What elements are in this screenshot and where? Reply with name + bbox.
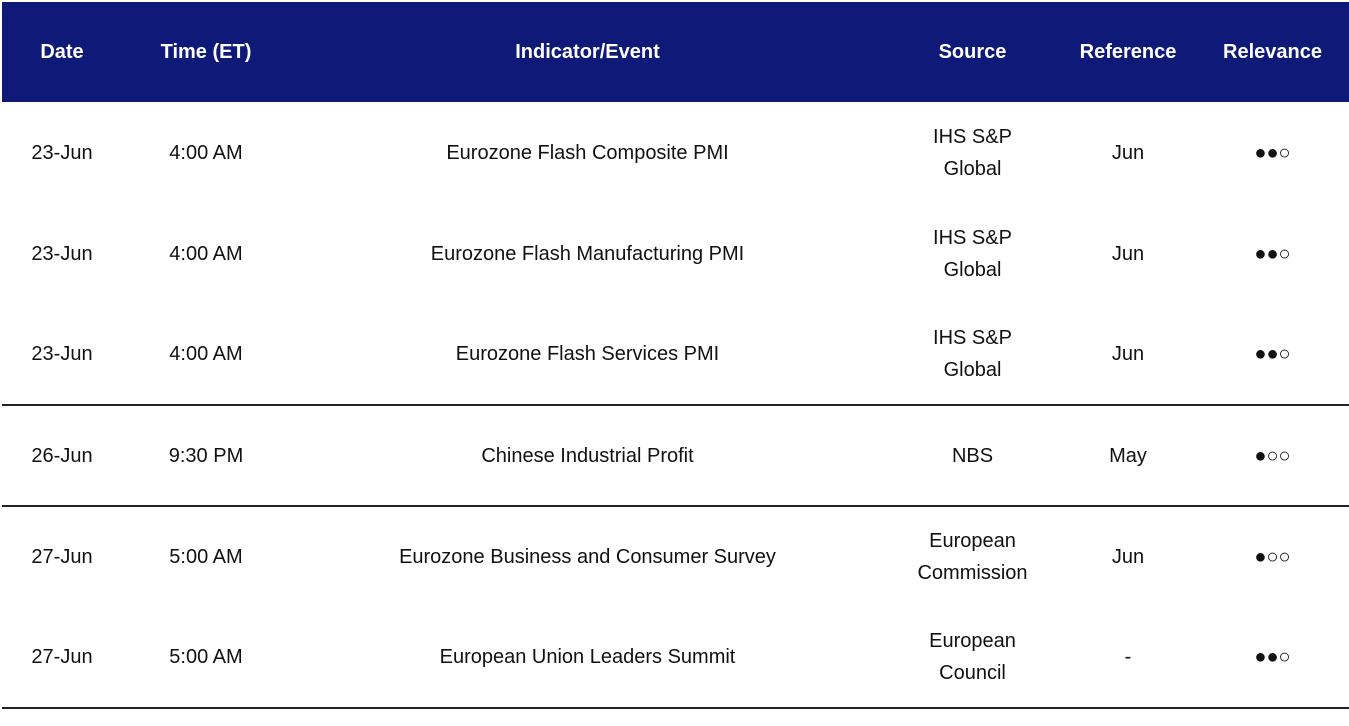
calendar-table: Date Time (ET) Indicator/Event Source Refere… [2, 2, 1349, 709]
table-header: Date Time (ET) Indicator/Event Source Refere… [2, 2, 1349, 102]
relevance-cell: ●●○ [1254, 141, 1291, 164]
event-cell: European Union Leaders Summit [290, 607, 885, 709]
time-cell: 4:00 AM [122, 304, 290, 406]
event-cell: Eurozone Flash Manufacturing PMI [430, 242, 745, 265]
reference-cell: May [1060, 405, 1196, 507]
source-cell: NBS [885, 405, 1060, 507]
event-row: 27-Jun 5:00 AM Eurozone Business and Consu… [2, 506, 1349, 607]
time-cell: 9:30 PM [122, 405, 290, 507]
source-cell: IHS S&P Global [933, 226, 1012, 281]
event-cell: Eurozone Flash Services PMI [290, 304, 885, 406]
event-row: 23-Jun 4:00 AM Eurozone Flash Composite PM… [2, 102, 1349, 203]
column-header: Date [2, 2, 122, 102]
event-row: 27-Jun 5:00 AM European Union Leaders Summ… [2, 607, 1349, 709]
source-cell: European Commission [917, 530, 1028, 584]
header-row: Date Time (ET) Indicator/Event Source Refere… [2, 2, 1349, 102]
column-header: Indicator/Event [290, 2, 885, 102]
relevance-cell: ●●○ [1196, 304, 1349, 406]
time-cell: 4:00 AM [169, 141, 243, 164]
date-cell: 23-Jun [31, 141, 93, 164]
reference-cell: - [1060, 607, 1196, 709]
date-cell: 23-Jun [2, 304, 122, 406]
relevance-cell: ●●○ [1196, 607, 1349, 709]
date-cell: 27-Jun [31, 546, 93, 568]
source-cell: IHS S&P Global [933, 125, 1012, 180]
date-cell: 27-Jun [2, 607, 122, 709]
time-cell: 5:00 AM [122, 607, 290, 709]
reference-cell: Jun [1111, 141, 1145, 164]
source-cell: IHS S&P Global [885, 304, 1060, 406]
event-cell: Chinese Industrial Profit [290, 405, 885, 507]
source-cell: European Council [885, 607, 1060, 709]
column-header: Source [885, 2, 1060, 102]
event-cell: Eurozone Business and Consumer Survey [399, 546, 776, 568]
event-row: 26-Jun 9:30 PM Chinese Industrial Profit NB… [2, 405, 1349, 507]
event-row: 23-Jun 4:00 AM Eurozone Flash Manufacturin… [2, 203, 1349, 304]
date-cell: 26-Jun [2, 405, 122, 507]
reference-cell: Jun [1060, 304, 1196, 406]
column-header: Reference [1060, 2, 1196, 102]
date-cell: 23-Jun [31, 242, 93, 265]
time-cell: 4:00 AM [169, 242, 243, 265]
reference-cell: Jun [1111, 546, 1145, 568]
time-cell: 5:00 AM [169, 546, 243, 568]
relevance-cell: ●○○ [1196, 405, 1349, 507]
column-header: Relevance [1196, 2, 1349, 102]
relevance-cell: ●○○ [1254, 546, 1291, 568]
table-body: 23-Jun 4:00 AM Eurozone Flash Composite PM… [2, 102, 1349, 709]
relevance-cell: ●●○ [1254, 242, 1291, 265]
reference-cell: Jun [1111, 242, 1145, 265]
event-cell: Eurozone Flash Composite PMI [446, 141, 729, 164]
column-header: Time (ET) [122, 2, 290, 102]
event-row: 23-Jun 4:00 AM Eurozone Flash Services PMI… [2, 304, 1349, 406]
